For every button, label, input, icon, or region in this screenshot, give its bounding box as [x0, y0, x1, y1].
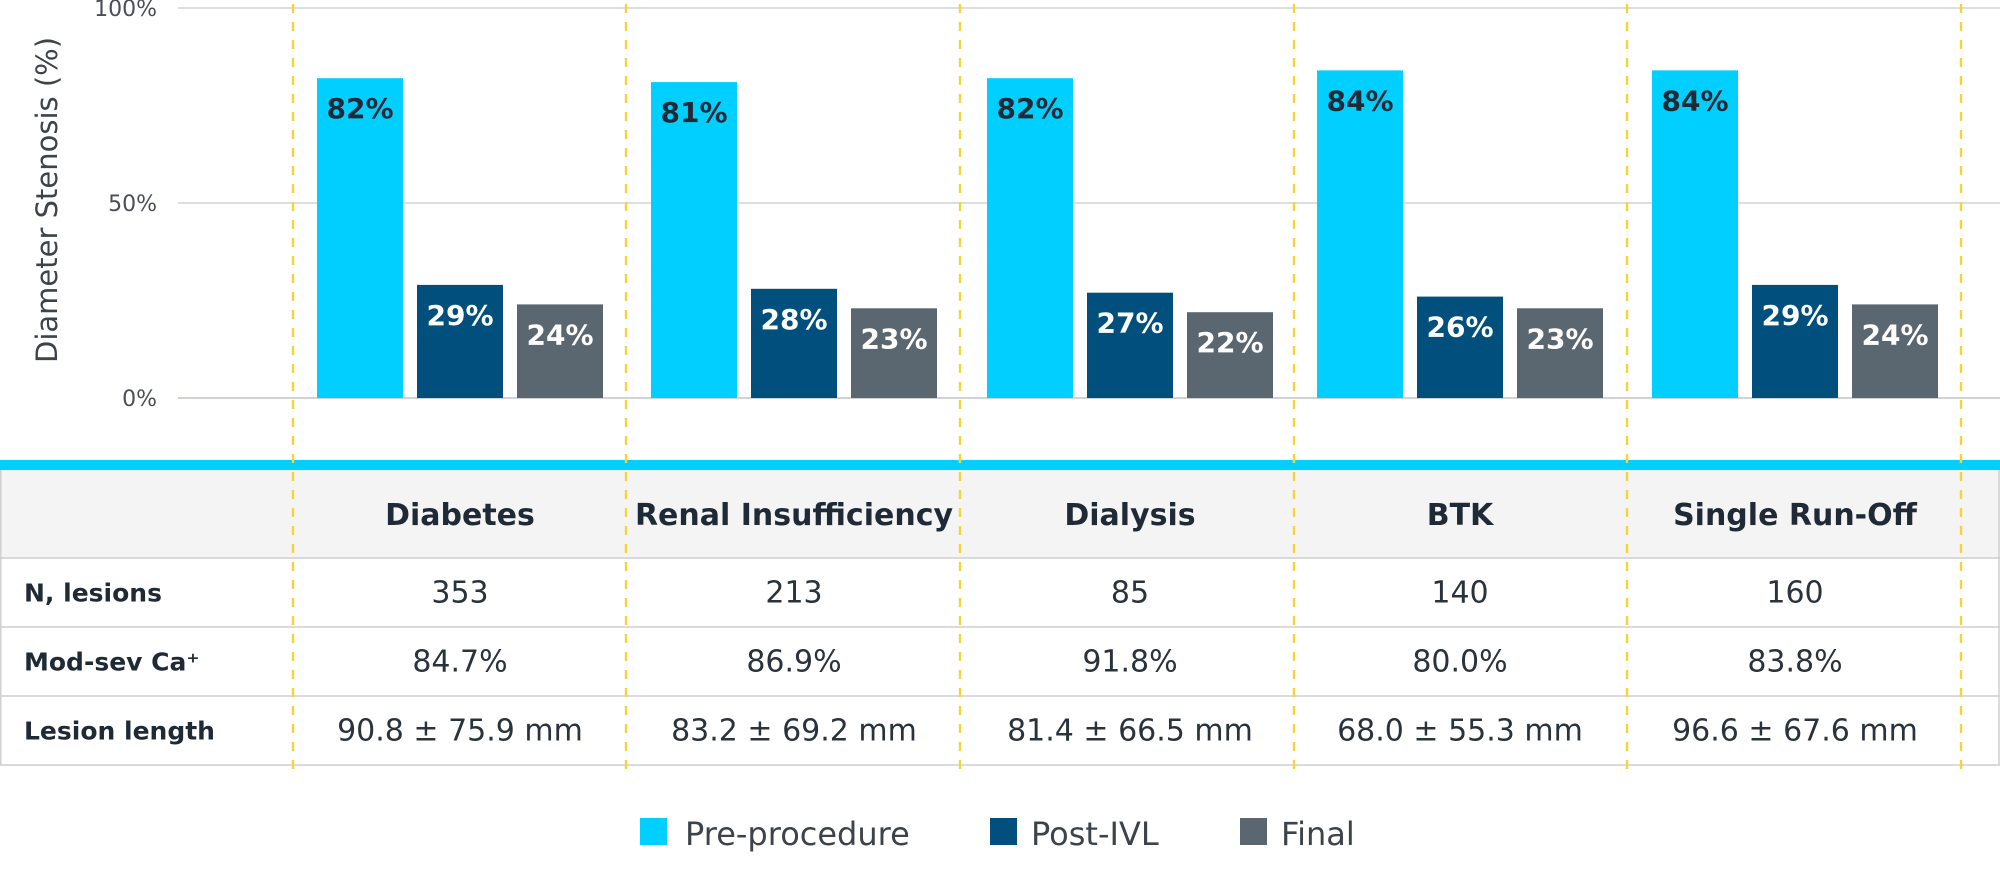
column-header: Single Run-Off [1673, 498, 1918, 533]
table-cell: 81.4 ± 66.5 mm [1007, 714, 1253, 749]
bar [987, 78, 1073, 398]
bar [517, 304, 603, 398]
column-header: Dialysis [1064, 498, 1195, 533]
table-cell: 84.7% [412, 645, 507, 680]
accent-band [0, 460, 2000, 470]
bar [1417, 296, 1503, 398]
legend-entry: Pre-procedure [685, 815, 910, 853]
bar [1317, 70, 1403, 399]
bar [1187, 312, 1273, 398]
bar [751, 288, 837, 398]
table-cell: 90.8 ± 75.9 mm [337, 714, 583, 749]
table-cell: 91.8% [1082, 645, 1177, 680]
bar-value-label: 23% [860, 322, 927, 355]
bar [1517, 308, 1603, 398]
bar [317, 78, 403, 398]
y-tick-label: 0% [122, 387, 157, 412]
bars: 82% 29% 24% 81% 28% 23% 82% 27% 22% 84% 26% 23% 84% 2… [317, 70, 1938, 399]
y-axis-label: Diameter Stenosis (%) [30, 37, 64, 363]
table-cell: 80.0% [1412, 645, 1507, 680]
y-tick-label: 100% [94, 0, 157, 22]
bar [417, 284, 503, 398]
legend-entry: Post-IVL [1031, 815, 1159, 853]
table-header-row [0, 470, 2000, 558]
bar-value-label: 23% [1526, 322, 1593, 355]
table-cell: 213 [765, 576, 822, 611]
legend-swatch [990, 818, 1017, 845]
bar [1752, 284, 1838, 398]
table-cell: 86.9% [746, 645, 841, 680]
legend-entry: Final [1281, 815, 1355, 853]
table-cell: 83.2 ± 69.2 mm [671, 714, 917, 749]
y-tick-label: 50% [108, 192, 157, 217]
bar-value-label: 82% [326, 92, 393, 125]
row-label: Mod-sev Ca⁺ [24, 648, 200, 677]
table-cell: 68.0 ± 55.3 mm [1337, 714, 1583, 749]
bar-value-label: 29% [1761, 299, 1828, 332]
bar-value-label: 24% [526, 318, 593, 351]
legend: Pre-procedure Post-IVL Final [640, 815, 1355, 853]
bar-value-label: 24% [1861, 318, 1928, 351]
bar [1852, 304, 1938, 398]
table-cell: 96.6 ± 67.6 mm [1672, 714, 1918, 749]
legend-swatch [1240, 818, 1267, 845]
bar-value-label: 84% [1326, 84, 1393, 117]
bar [651, 82, 737, 398]
table-cell: 353 [431, 576, 488, 611]
data-table: Diabetes Renal Insufficiency Dialysis BTK Si… [0, 460, 2000, 766]
table-cell: 140 [1431, 576, 1488, 611]
legend-swatch [640, 818, 667, 845]
bar-value-label: 22% [1196, 326, 1263, 359]
table-cell: 85 [1111, 576, 1149, 611]
bar-value-label: 82% [996, 92, 1063, 125]
y-axis-ticks: 0% 50% 100% [94, 0, 157, 412]
category-dividers [291, 4, 1963, 769]
row-label: Lesion length [24, 717, 215, 746]
bar-value-label: 26% [1426, 311, 1493, 344]
column-header: Diabetes [385, 498, 535, 533]
bar-value-label: 84% [1661, 84, 1728, 117]
bar [851, 308, 937, 398]
column-header: Renal Insufficiency [635, 498, 954, 533]
bar-value-label: 27% [1096, 307, 1163, 340]
bar-value-label: 81% [660, 96, 727, 129]
column-header: BTK [1427, 498, 1495, 533]
table-cell: 83.8% [1747, 645, 1842, 680]
bar [1652, 70, 1738, 399]
bar [1087, 292, 1173, 398]
table-cell: 160 [1766, 576, 1823, 611]
bar-value-label: 28% [760, 303, 827, 336]
bar-value-label: 29% [426, 299, 493, 332]
row-label: N, lesions [24, 579, 162, 608]
